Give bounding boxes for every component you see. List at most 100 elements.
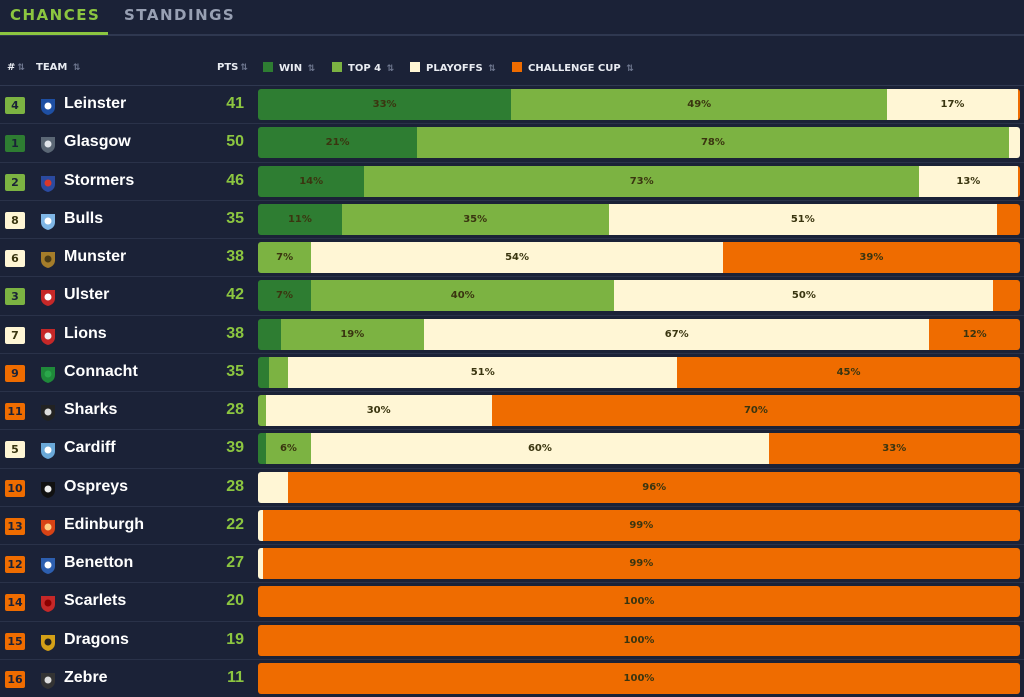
table-row[interactable]: 8 Bulls 35 11% 35% 51% xyxy=(0,201,1024,239)
bar-segment-playoffs[interactable]: 30% xyxy=(265,395,492,426)
header-playoffs[interactable]: PLAYOFFS ⇅ xyxy=(410,62,496,74)
header-top4[interactable]: TOP 4 ⇅ xyxy=(332,62,394,74)
header-challenge-cup[interactable]: CHALLENGE CUP ⇅ xyxy=(512,62,634,74)
team-name[interactable]: Scarlets xyxy=(64,592,127,610)
bar-segment-top4[interactable]: 49% xyxy=(511,89,888,120)
team-name[interactable]: Edinburgh xyxy=(64,515,144,533)
chances-bar: 19% 67% 12% xyxy=(258,318,1020,350)
table-row[interactable]: 13 Edinburgh 22 99% xyxy=(0,507,1024,545)
bar-segment-playoffs[interactable]: 67% xyxy=(423,318,930,350)
tab-chances[interactable]: CHANCES xyxy=(10,6,101,24)
team-name[interactable]: Ospreys xyxy=(64,477,129,495)
bar-segment-challenge[interactable] xyxy=(1017,165,1020,197)
rank-badge: 14 xyxy=(5,594,25,612)
bar-segment-playoffs[interactable]: 50% xyxy=(614,280,994,312)
table-row[interactable]: 2 Stormers 46 14% 73% 13% xyxy=(0,163,1024,201)
bar-segment-playoffs[interactable]: 13% xyxy=(918,165,1018,197)
bar-segment-win[interactable]: 33% xyxy=(258,89,512,120)
bar-segment-top4[interactable]: 73% xyxy=(364,165,919,197)
table-row[interactable]: 5 Cardiff 39 6% 60% 33% xyxy=(0,430,1024,469)
team-name[interactable]: Zebre xyxy=(64,668,108,686)
bar-segment-playoffs[interactable]: 54% xyxy=(311,242,723,273)
team-name[interactable]: Sharks xyxy=(64,401,118,418)
bar-segment-challenge[interactable] xyxy=(1017,89,1020,120)
team-name[interactable]: Dragons xyxy=(64,630,129,648)
header-team[interactable]: TEAM ⇅ xyxy=(36,62,80,73)
bar-segment-playoffs[interactable] xyxy=(258,548,263,579)
team-name[interactable]: Bulls xyxy=(64,209,104,227)
table-row[interactable]: 12 Benetton 27 99% xyxy=(0,545,1024,584)
bar-segment-win[interactable] xyxy=(258,356,270,388)
bar-segment-top4[interactable]: 78% xyxy=(417,127,1009,159)
chances-bar: 96% xyxy=(258,471,1020,503)
bar-segment-win[interactable]: 14% xyxy=(258,165,365,197)
table-row[interactable]: 16 Zebre 11 100% xyxy=(0,660,1024,697)
team-name[interactable]: Cardiff xyxy=(64,439,116,457)
team-name[interactable]: Munster xyxy=(64,248,127,265)
bar-segment-challenge[interactable]: 100% xyxy=(258,662,1020,694)
bar-segment-win[interactable]: 7% xyxy=(258,280,312,312)
bar-segment-win[interactable]: 11% xyxy=(258,203,342,235)
bar-segment-playoffs[interactable] xyxy=(1008,127,1020,159)
bar-segment-win[interactable] xyxy=(258,433,266,465)
team-name[interactable]: Leinster xyxy=(64,95,127,112)
bar-segment-top4[interactable]: 35% xyxy=(341,203,609,235)
bar-segment-win[interactable]: 21% xyxy=(258,127,418,159)
bar-segment-challenge[interactable]: 33% xyxy=(768,433,1020,465)
chances-bar: 100% xyxy=(258,662,1020,694)
bar-segment-challenge[interactable]: 100% xyxy=(258,586,1020,618)
bar-segment-challenge[interactable]: 70% xyxy=(491,395,1020,426)
bar-segment-top4[interactable] xyxy=(269,356,289,388)
table-row[interactable]: 6 Munster 38 7% 54% 39% xyxy=(0,239,1024,278)
bar-segment-challenge[interactable]: 99% xyxy=(262,509,1020,541)
bar-segment-challenge[interactable]: 45% xyxy=(677,356,1020,388)
bar-segment-challenge[interactable] xyxy=(997,203,1020,235)
bar-segment-playoffs[interactable]: 51% xyxy=(288,356,678,388)
bar-segment-challenge[interactable]: 39% xyxy=(722,242,1020,273)
team-name[interactable]: Stormers xyxy=(64,171,135,189)
legend-label-playoffs: PLAYOFFS xyxy=(426,63,483,74)
bar-segment-playoffs[interactable] xyxy=(258,509,263,541)
chances-bar: 6% 60% 33% xyxy=(258,433,1020,465)
team-name[interactable]: Glasgow xyxy=(64,133,131,151)
table-row[interactable]: 9 Connacht 35 51% 45% xyxy=(0,354,1024,392)
team-name[interactable]: Benetton xyxy=(64,554,134,571)
sort-icon: ⇅ xyxy=(488,64,496,74)
bar-segment-top4[interactable]: 19% xyxy=(280,318,424,350)
munster-logo-icon xyxy=(38,249,58,269)
table-row[interactable]: 10 Ospreys 28 96% xyxy=(0,469,1024,507)
table-row[interactable]: 11 Sharks 28 30% 70% xyxy=(0,392,1024,431)
bar-segment-challenge[interactable]: 12% xyxy=(929,318,1020,350)
team-name[interactable]: Ulster xyxy=(64,286,110,304)
bar-segment-playoffs[interactable]: 17% xyxy=(887,89,1018,120)
rank-badge: 7 xyxy=(5,326,25,344)
bar-segment-win[interactable] xyxy=(258,318,281,350)
bar-segment-playoffs[interactable]: 51% xyxy=(608,203,998,235)
bar-segment-challenge[interactable]: 96% xyxy=(288,471,1020,503)
bar-segment-top4[interactable]: 6% xyxy=(265,433,312,465)
tab-standings[interactable]: STANDINGS xyxy=(124,6,236,24)
scarlets-logo-icon xyxy=(38,593,58,613)
header-rank[interactable]: # ⇅ xyxy=(7,62,25,73)
team-points: 38 xyxy=(226,324,244,342)
table-row[interactable]: 7 Lions 38 19% 67% 12% xyxy=(0,316,1024,354)
bar-segment-playoffs[interactable] xyxy=(258,471,289,503)
team-name[interactable]: Connacht xyxy=(64,362,138,380)
table-row[interactable]: 15 Dragons 19 100% xyxy=(0,622,1024,660)
bar-segment-challenge[interactable]: 100% xyxy=(258,624,1020,656)
table-row[interactable]: 3 Ulster 42 7% 40% 50% xyxy=(0,277,1024,316)
bar-segment-playoffs[interactable]: 60% xyxy=(311,433,769,465)
table-row[interactable]: 14 Scarlets 20 100% xyxy=(0,583,1024,622)
rank-badge: 3 xyxy=(5,288,25,306)
team-name[interactable]: Lions xyxy=(64,324,107,342)
bar-segment-challenge[interactable]: 99% xyxy=(262,548,1020,579)
sharks-logo-icon xyxy=(38,402,58,422)
table-row[interactable]: 1 Glasgow 50 21% 78% xyxy=(0,124,1024,163)
bar-segment-challenge[interactable] xyxy=(993,280,1020,312)
table-row[interactable]: 4 Leinster 41 33% 49% 17% xyxy=(0,86,1024,125)
bar-segment-top4[interactable]: 40% xyxy=(311,280,615,312)
bar-segment-top4[interactable] xyxy=(258,395,266,426)
bar-segment-top4[interactable]: 7% xyxy=(258,242,312,273)
header-pts[interactable]: PTS ⇅ xyxy=(217,62,248,73)
header-win[interactable]: WIN ⇅ xyxy=(263,62,315,74)
